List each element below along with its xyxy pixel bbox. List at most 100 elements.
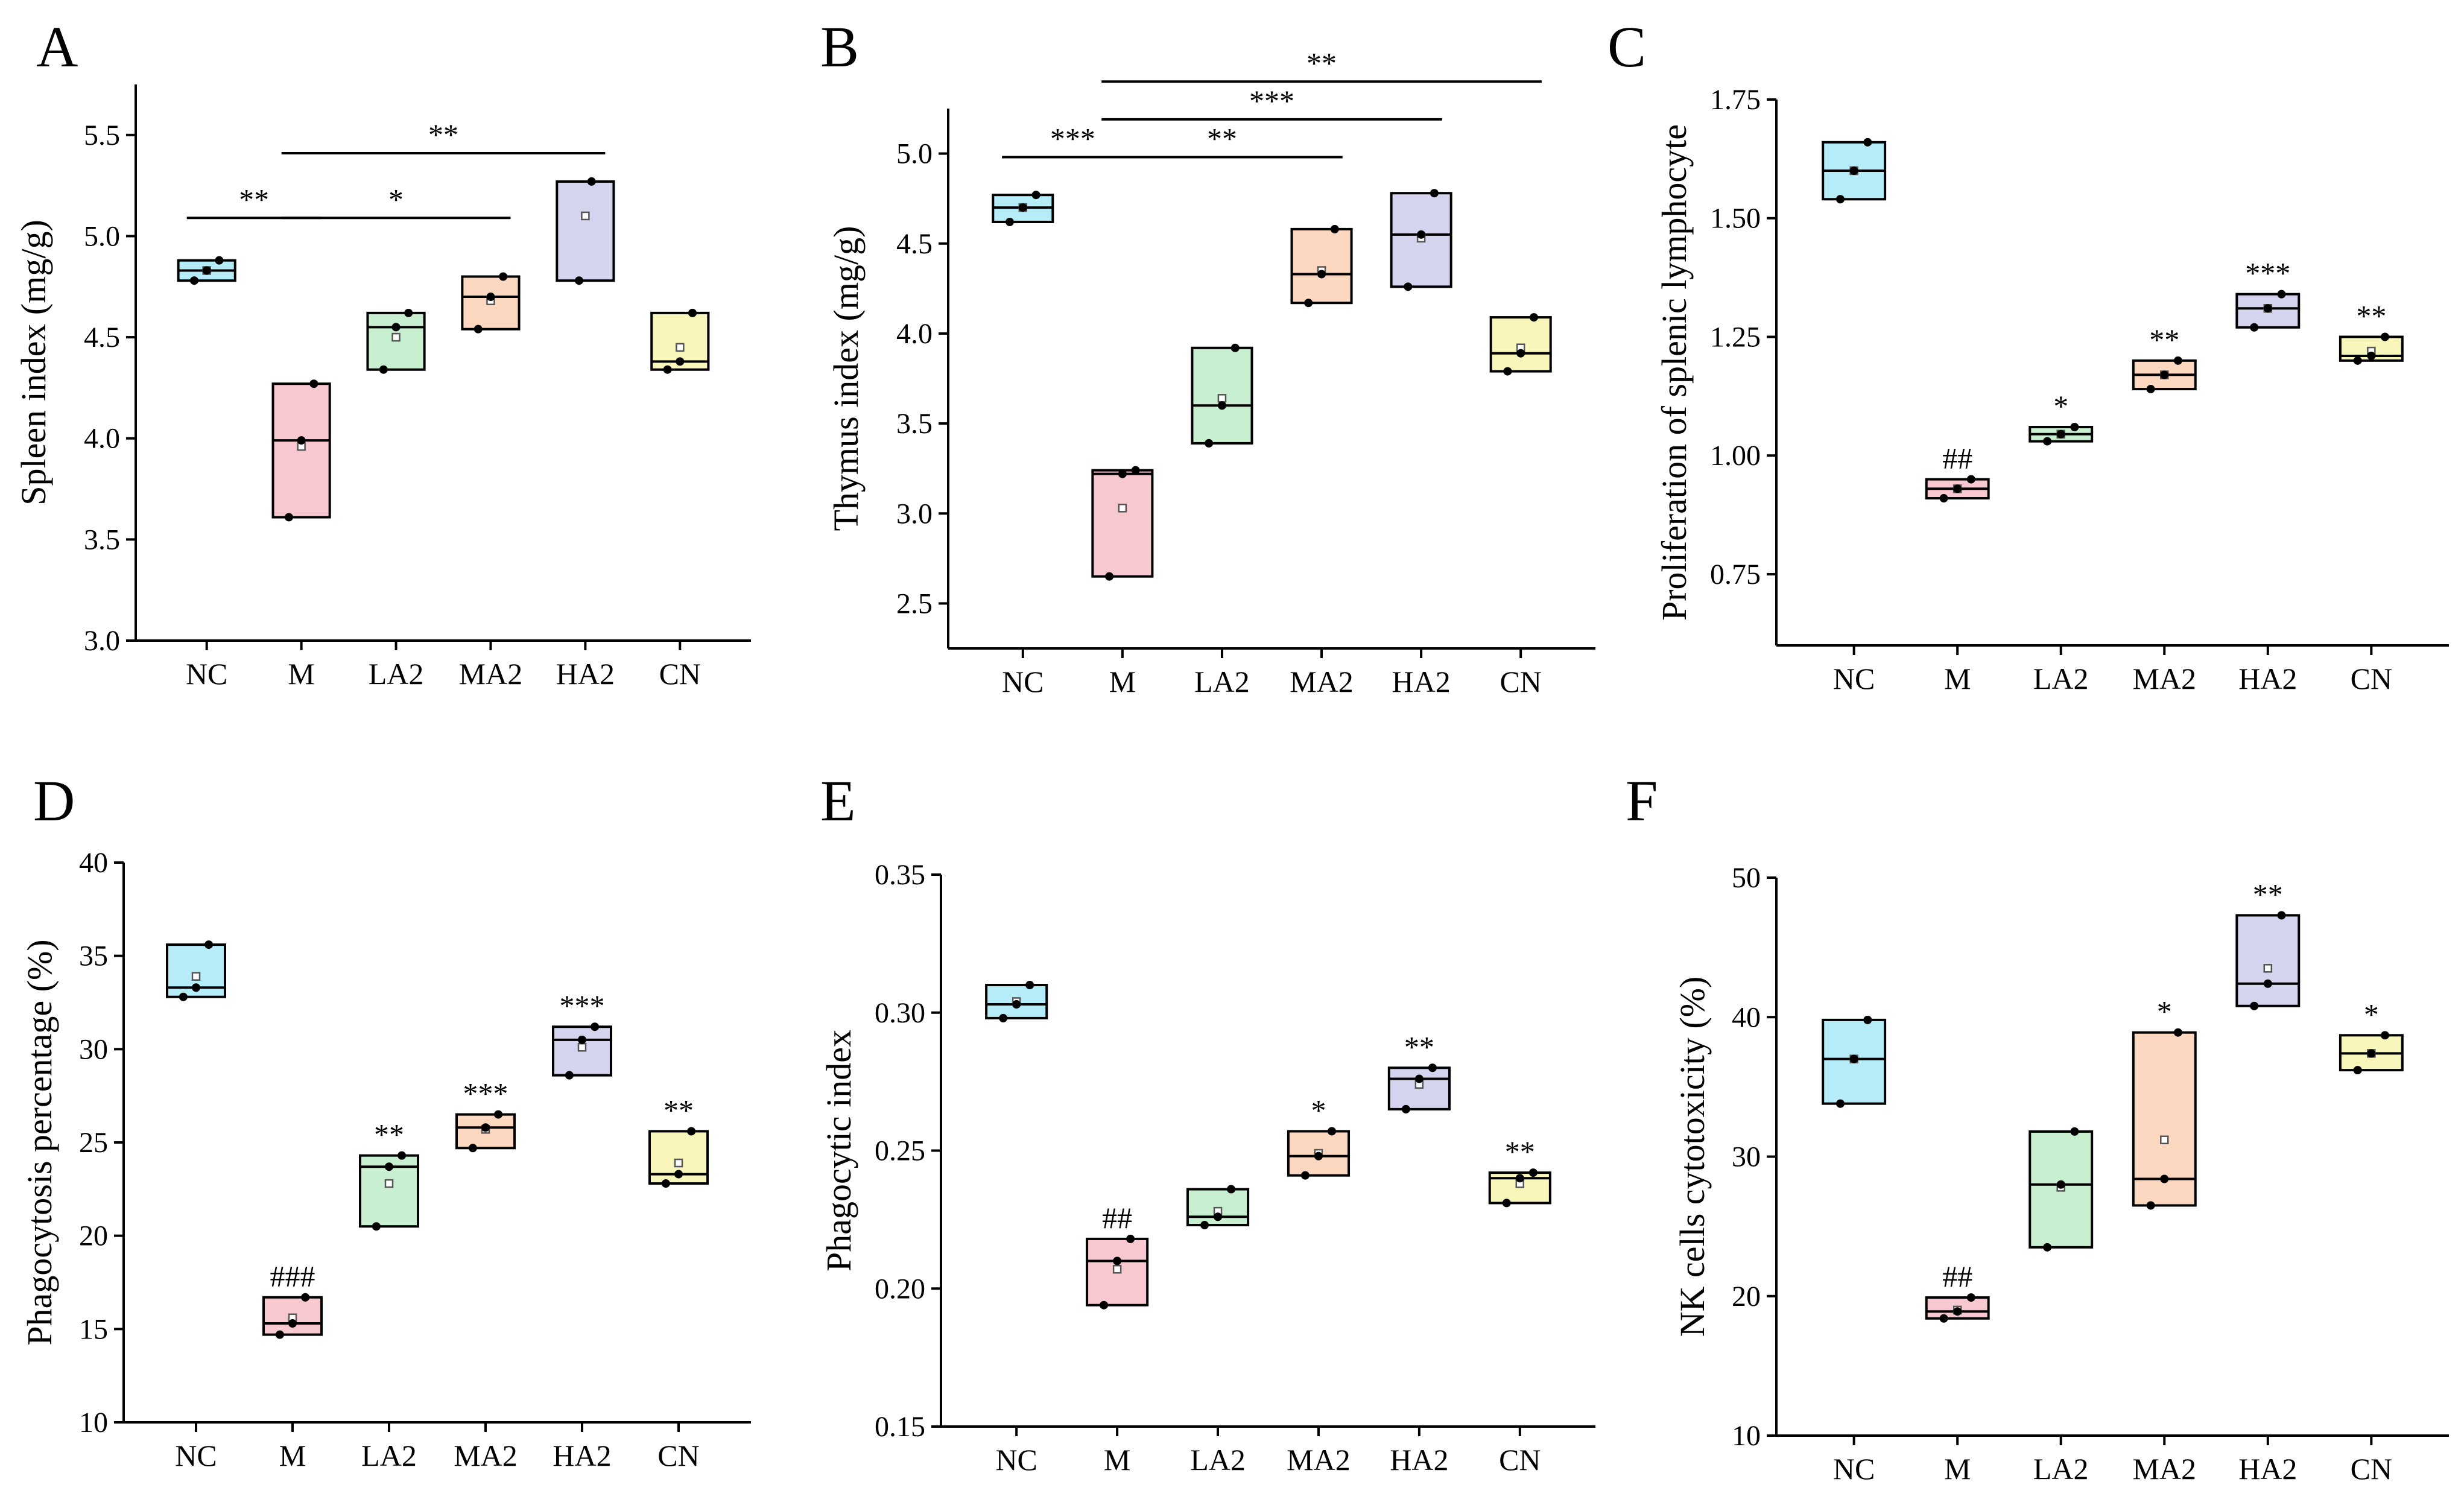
x-tick-label-ma2: MA2 (1290, 665, 1354, 698)
data-point (1025, 981, 1034, 989)
data-point (215, 256, 224, 265)
x-tick-label-ha2: HA2 (1392, 665, 1451, 698)
significance-marker: *** (463, 1077, 508, 1110)
y-tick-label: 30 (79, 1033, 108, 1065)
data-point (1502, 1199, 1511, 1208)
y-tick-label: 1.75 (1710, 84, 1761, 116)
data-point (1863, 1015, 1872, 1024)
data-point (397, 1151, 407, 1160)
data-point (1131, 466, 1140, 475)
y-tick-label: 0.30 (875, 997, 925, 1029)
data-point (2056, 429, 2065, 439)
mean-marker (2160, 1135, 2169, 1144)
x-tick-label-la2: LA2 (361, 1439, 417, 1472)
data-point (473, 325, 483, 334)
y-tick-label: 0.20 (875, 1273, 925, 1305)
panel-letter: C (1607, 14, 1646, 79)
data-point (1227, 1185, 1236, 1194)
data-point (275, 1330, 284, 1339)
panel-c: C 0.75 1.00 1.25 1.50 1.75 Proliferation of sp… (1607, 14, 2449, 695)
data-point (1528, 1168, 1538, 1177)
data-point (1327, 1127, 1336, 1136)
x-tick-label-m: M (288, 657, 314, 691)
data-point (1205, 439, 1214, 448)
data-point (404, 308, 413, 317)
x-tick-label-m: M (1109, 665, 1136, 698)
x-tick-label-cn: CN (659, 657, 701, 691)
data-point (1113, 1256, 1122, 1266)
data-point (2160, 370, 2169, 379)
data-point (1118, 469, 1127, 478)
data-point (1966, 1293, 1975, 1302)
box-ha2 (552, 1025, 612, 1077)
data-point (179, 992, 188, 1001)
panel-d: D 10 15 20 25 30 35 40 Phagocytosis percentage (… (20, 768, 751, 1472)
data-point (1966, 475, 1975, 484)
x-tick-label-cn: CN (2351, 662, 2392, 695)
significance-marker: ## (1942, 442, 1972, 475)
data-point (494, 1110, 503, 1119)
data-point (189, 276, 198, 285)
data-point (575, 276, 584, 285)
data-point (1230, 343, 1240, 352)
data-point (1018, 203, 1027, 212)
y-axis-title: Phagocytic index (819, 1030, 858, 1272)
data-point (1428, 1063, 1437, 1072)
data-point (2380, 332, 2389, 341)
significance-marker: ** (1505, 1135, 1535, 1168)
y-tick-label: 4.0 (84, 423, 120, 455)
data-point (591, 1022, 600, 1031)
significance-marker: * (2364, 997, 2379, 1031)
y-tick-label: 4.0 (896, 318, 933, 350)
data-point (2056, 1180, 2065, 1189)
y-tick-label: 4.5 (84, 322, 120, 353)
significance-marker: *** (2245, 256, 2290, 290)
panel-a: A 3.0 3.5 4.0 4.5 5.0 5.5 Spleen index (mg/g) NC… (14, 14, 751, 691)
data-point (1100, 1300, 1109, 1310)
data-point (999, 1013, 1008, 1022)
box-la2 (1191, 346, 1253, 445)
y-tick-label: 15 (79, 1313, 108, 1345)
data-point (284, 513, 293, 522)
data-point (1516, 349, 1525, 358)
data-point (1939, 1314, 1948, 1323)
data-point (674, 1170, 683, 1179)
data-point (2367, 351, 2376, 360)
data-point (1849, 1054, 1858, 1063)
data-point (2043, 1243, 2052, 1252)
x-tick-label-m: M (1944, 1452, 1971, 1486)
significance-marker: ** (374, 1118, 404, 1151)
data-point (2353, 1066, 2362, 1075)
data-point (2173, 1028, 2182, 1037)
mean-marker (1112, 1264, 1122, 1274)
x-tick-label-cn: CN (1500, 665, 1541, 698)
x-tick-label-ma2: MA2 (2132, 662, 2196, 695)
x-tick-label-la2: LA2 (369, 657, 424, 691)
data-point (565, 1071, 574, 1080)
data-point (192, 983, 200, 992)
data-point (1012, 1000, 1021, 1009)
data-point (587, 177, 596, 186)
data-point (1314, 1151, 1323, 1161)
data-point (2380, 1031, 2389, 1040)
data-point (1863, 138, 1872, 147)
data-point (391, 323, 401, 332)
significance-marker: ** (1404, 1030, 1434, 1063)
y-tick-label: 2.5 (896, 588, 933, 619)
x-tick-label-ma2: MA2 (459, 657, 523, 691)
y-tick-label: 0.25 (875, 1135, 925, 1167)
x-tick-label-cn: CN (2351, 1452, 2392, 1486)
y-tick-label: 3.5 (896, 408, 933, 440)
x-tick-label-la2: LA2 (2033, 662, 2089, 695)
data-point (687, 1127, 696, 1136)
data-point (309, 379, 318, 388)
data-point (1330, 224, 1339, 233)
x-tick-label-la2: LA2 (1190, 1443, 1246, 1477)
data-point (301, 1293, 310, 1302)
y-tick-label: 1.50 (1710, 203, 1761, 235)
significance-marker: ** (2253, 877, 2283, 911)
panel-letter: B (820, 14, 859, 79)
data-point (663, 365, 672, 374)
y-tick-label: 20 (1732, 1281, 1761, 1313)
data-point (1031, 191, 1040, 200)
